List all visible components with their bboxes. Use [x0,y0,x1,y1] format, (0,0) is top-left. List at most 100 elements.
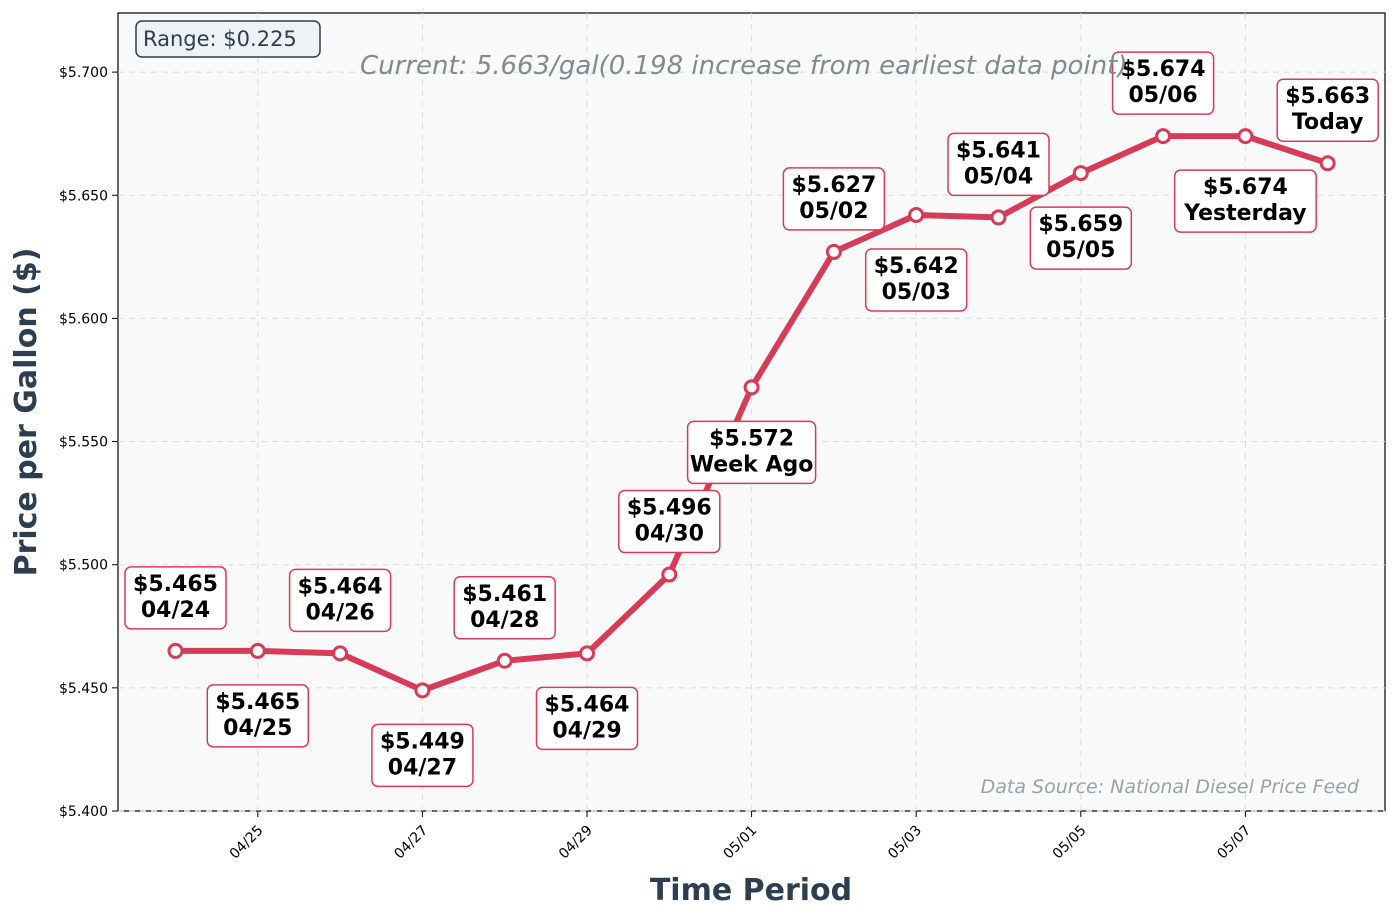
point-date-label: Week Ago [690,452,814,477]
data-point [908,206,925,223]
x-axis: 04/25 04/27 04/29 05/01 05/03 05/05 05/07 [227,811,1254,862]
point-date-label: 05/06 [1128,83,1197,108]
point-label-box [288,568,392,633]
point-price-label: $5.572 [709,426,794,451]
point-date-label: 04/27 [388,755,457,780]
y-axis: $5.400 $5.450 $5.500 $5.550 $5.600 $5.650 $5.7… [59,65,118,820]
y-tick-label: $5.550 [59,435,108,451]
point-label-box [618,489,721,554]
point-date-label: 05/03 [882,280,951,305]
point-date-label: 04/24 [141,598,210,623]
data-point [743,379,760,396]
point-label-box [1173,169,1317,233]
point-date-label: 04/28 [470,608,539,633]
y-tick-label: $5.650 [59,188,108,204]
point-price-label: $5.663 [1285,84,1370,109]
point-label-box [864,248,968,312]
x-tick-label: 05/01 [721,823,761,863]
data-point [1319,155,1336,172]
y-tick-label: $5.400 [59,804,108,820]
y-axis-title: Price per Gallon ($) [9,248,44,577]
range-box: Range: $0.225 [135,20,321,58]
data-point [825,243,842,260]
point-date-label: 04/29 [552,718,621,743]
point-label-box [947,132,1050,197]
point-label-box [782,167,886,231]
point-label-box [535,686,639,751]
point-date-label: 05/05 [1046,238,1115,263]
point-price-label: $5.642 [874,254,959,279]
data-point [1237,128,1254,145]
data-point [661,566,678,583]
x-tick-label: 04/29 [556,823,596,863]
point-label-box [1111,51,1215,115]
x-tick-label: 04/27 [391,823,431,863]
point-date-label: Today [1292,110,1363,135]
range-annotation: Range: $0.225 [143,27,297,51]
y-tick-label: $5.600 [59,311,108,327]
point-price-label: $5.449 [380,729,465,754]
point-date-label: 05/02 [799,199,868,224]
point-price-label: $5.464 [298,574,383,599]
y-tick-label: $5.450 [59,681,108,697]
data-markers [167,128,1336,699]
data-point [1072,165,1089,182]
point-date-label: 04/26 [305,600,374,625]
grid-lines [118,13,1385,812]
x-axis-title: Time Period [650,873,852,908]
point-price-label: $5.674 [1121,57,1206,82]
data-point [990,209,1007,226]
point-label-box [371,723,474,788]
point-price-label: $5.464 [545,692,630,717]
point-date-label: 04/30 [635,522,704,547]
point-price-label: $5.465 [215,690,300,715]
point-price-label: $5.627 [791,173,876,198]
data-point [249,642,266,659]
point-label-box [1276,78,1379,142]
data-point [414,682,431,699]
y-tick-label: $5.500 [59,558,108,574]
point-price-label: $5.461 [462,582,547,607]
x-tick-label: 04/25 [227,823,267,863]
data-point [167,642,184,659]
point-date-label: 04/25 [223,716,292,741]
point-date-label: 05/04 [964,164,1033,189]
point-label-box [453,576,556,640]
source-annotation: Data Source: National Diesel Price Feed [981,776,1360,798]
point-price-label: $5.496 [627,496,712,521]
point-labels: $5.46504/24$5.46504/25$5.46404/26$5.4490… [124,51,1379,788]
data-point [496,652,513,669]
point-price-label: $5.641 [956,138,1041,163]
x-tick-label: 05/03 [885,823,925,863]
x-tick-label: 05/05 [1050,823,1090,863]
y-tick-label: $5.700 [59,65,108,81]
point-label-box [206,684,310,748]
data-point [332,645,349,662]
point-price-label: $5.659 [1038,212,1123,237]
point-date-label: Yesterday [1183,201,1306,226]
x-tick-label: 05/07 [1214,823,1254,863]
point-label-box [1029,206,1133,270]
point-price-label: $5.674 [1203,175,1288,200]
point-label-box [686,420,817,485]
data-point [579,645,595,662]
data-point [1155,128,1172,145]
point-label-box [124,566,227,630]
point-price-label: $5.465 [133,572,218,597]
